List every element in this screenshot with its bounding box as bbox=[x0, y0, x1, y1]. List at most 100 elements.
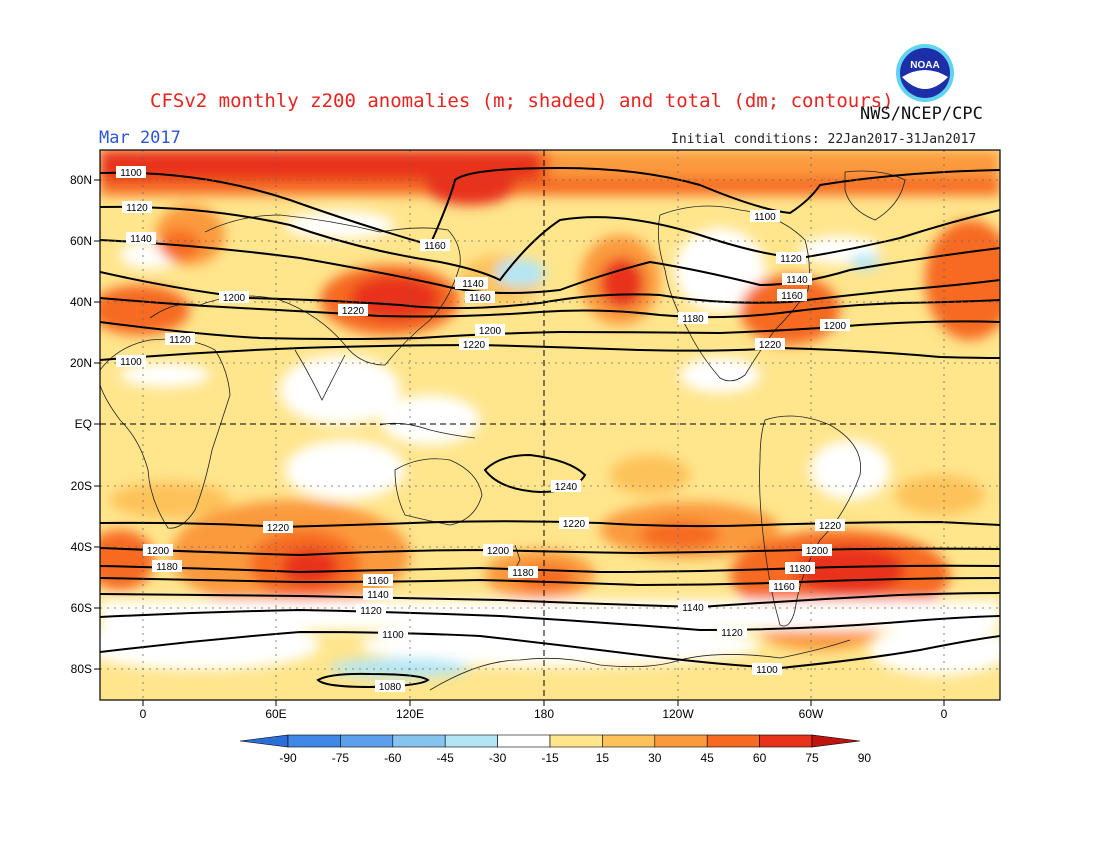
contour-label: 1140 bbox=[458, 277, 488, 290]
contour-1160-nh bbox=[100, 271, 1000, 310]
colorbar-label: -15 bbox=[541, 751, 559, 765]
contour-label-text: 1180 bbox=[156, 562, 178, 573]
noaa-logo-text: NOAA bbox=[910, 60, 939, 71]
contour-1200-sh bbox=[100, 547, 1000, 557]
contour-label: 1140 bbox=[126, 232, 156, 245]
contour-label-text: 1080 bbox=[379, 682, 402, 693]
contour-label-text: 1220 bbox=[819, 521, 842, 532]
contour-label-text: 1100 bbox=[756, 665, 778, 676]
colorbar-segment bbox=[654, 734, 708, 748]
contour-label: 1180 bbox=[678, 312, 708, 325]
noaa-logo-icon: NOAA bbox=[896, 44, 954, 102]
contour-label-text: 1180 bbox=[682, 314, 704, 325]
contour-label-text: 1120 bbox=[126, 203, 148, 214]
contour-label: 1120 bbox=[717, 626, 747, 639]
contour-1220-nh bbox=[100, 343, 1000, 361]
colorbar-label: 60 bbox=[752, 751, 767, 765]
colorbar-segment bbox=[549, 734, 603, 748]
lat-label: 20S bbox=[70, 479, 92, 493]
contour-label: 1240 bbox=[551, 480, 581, 493]
lon-label: 120E bbox=[395, 707, 425, 721]
contour-label-text: 1140 bbox=[462, 279, 484, 290]
contour-label-text: 1160 bbox=[781, 291, 803, 302]
contour-label: 1120 bbox=[776, 252, 806, 265]
contour-label-text: 1100 bbox=[120, 357, 142, 368]
contour-labels: 1100 1120 1140 1160 1180 1200 1220 1100 1120 1140… bbox=[116, 166, 850, 693]
contour-1140-nh bbox=[100, 239, 1000, 295]
contour-label: 1220 bbox=[815, 519, 845, 532]
contour-label-text: 1140 bbox=[130, 234, 152, 245]
lat-label: EQ bbox=[74, 417, 92, 431]
contour-label: 1120 bbox=[165, 333, 195, 346]
contour-label: 1100 bbox=[752, 663, 782, 676]
contour-label-text: 1220 bbox=[267, 523, 290, 534]
contour-label: 1200 bbox=[143, 544, 173, 557]
colorbar-segment bbox=[287, 734, 341, 748]
contour-label-text: 1140 bbox=[786, 275, 808, 286]
antarctica-outline bbox=[429, 639, 851, 691]
tick-marks bbox=[94, 179, 945, 706]
contour-label: 1080 bbox=[375, 680, 405, 693]
contour-label: 1180 bbox=[508, 566, 538, 579]
contour-label-text: 1140 bbox=[367, 590, 389, 601]
contour-label-text: 1100 bbox=[382, 630, 404, 641]
contour-label-text: 1120 bbox=[721, 628, 743, 639]
contour-1240-closed bbox=[483, 453, 587, 494]
colorbar-label: -75 bbox=[331, 751, 350, 765]
contour-1140-sh bbox=[100, 592, 1000, 609]
lat-label: 80S bbox=[70, 662, 92, 676]
contour-1120-sh bbox=[100, 608, 1000, 632]
contour-label-text: 1160 bbox=[367, 576, 389, 587]
contour-label: 1200 bbox=[483, 544, 513, 557]
australia-outline bbox=[394, 458, 483, 526]
colorbar-segment bbox=[392, 734, 446, 748]
colorbar-segment bbox=[444, 734, 498, 748]
contour-1100-nh bbox=[100, 166, 1000, 247]
colorbar-segment bbox=[340, 734, 394, 748]
contour-1080-closed bbox=[316, 672, 430, 689]
colorbar-label: 15 bbox=[595, 751, 610, 765]
map-frame bbox=[99, 149, 1001, 701]
height-contours bbox=[100, 166, 1000, 689]
contour-label-text: 1220 bbox=[563, 519, 586, 530]
contour-label-text: 1240 bbox=[555, 482, 578, 493]
contour-1100-sh bbox=[100, 630, 1000, 670]
colorbar-segment bbox=[497, 734, 551, 748]
contour-label: 1220 bbox=[263, 521, 293, 534]
contour-label-text: 1200 bbox=[479, 326, 502, 337]
lat-label: 80N bbox=[69, 173, 92, 187]
contour-label-text: 1200 bbox=[824, 321, 847, 332]
contour-label: 1200 bbox=[475, 324, 505, 337]
lon-label: 0 bbox=[940, 707, 948, 721]
india-outline bbox=[294, 349, 346, 401]
indonesia-outline bbox=[379, 422, 476, 439]
contour-1120-nh bbox=[100, 205, 1000, 282]
colorbar-label: -30 bbox=[488, 751, 507, 765]
contour-1160-sh bbox=[100, 577, 1000, 587]
contour-label-text: 1180 bbox=[512, 568, 534, 579]
contour-label-text: 1160 bbox=[469, 293, 491, 304]
contour-label-text: 1200 bbox=[147, 546, 170, 557]
lat-label: 40N bbox=[69, 295, 92, 309]
contour-label-text: 1200 bbox=[806, 546, 829, 557]
forecast-month: Mar 2017 bbox=[99, 128, 181, 148]
lon-label: 0 bbox=[139, 707, 147, 721]
contour-label: 1200 bbox=[802, 544, 832, 557]
colorbar-label: 90 bbox=[857, 751, 872, 765]
contour-label: 1160 bbox=[420, 239, 450, 252]
contour-label: 1160 bbox=[777, 289, 807, 302]
colorbar-segment bbox=[239, 734, 289, 748]
contour-label: 1140 bbox=[678, 601, 708, 614]
contour-label: 1100 bbox=[378, 628, 408, 641]
lon-label: 60W bbox=[798, 707, 824, 721]
contour-label: 1120 bbox=[122, 201, 152, 214]
contour-label-text: 1160 bbox=[773, 582, 795, 593]
contour-label: 1160 bbox=[769, 580, 799, 593]
equator-dateline bbox=[100, 150, 1000, 700]
lon-label: 120W bbox=[662, 707, 694, 721]
agency-label: NWS/NCEP/CPC bbox=[860, 104, 983, 124]
colorbar-label: -45 bbox=[436, 751, 454, 765]
contour-label: 1100 bbox=[116, 355, 146, 368]
contour-label: 1100 bbox=[116, 166, 146, 179]
contour-label-text: 1220 bbox=[759, 340, 782, 351]
